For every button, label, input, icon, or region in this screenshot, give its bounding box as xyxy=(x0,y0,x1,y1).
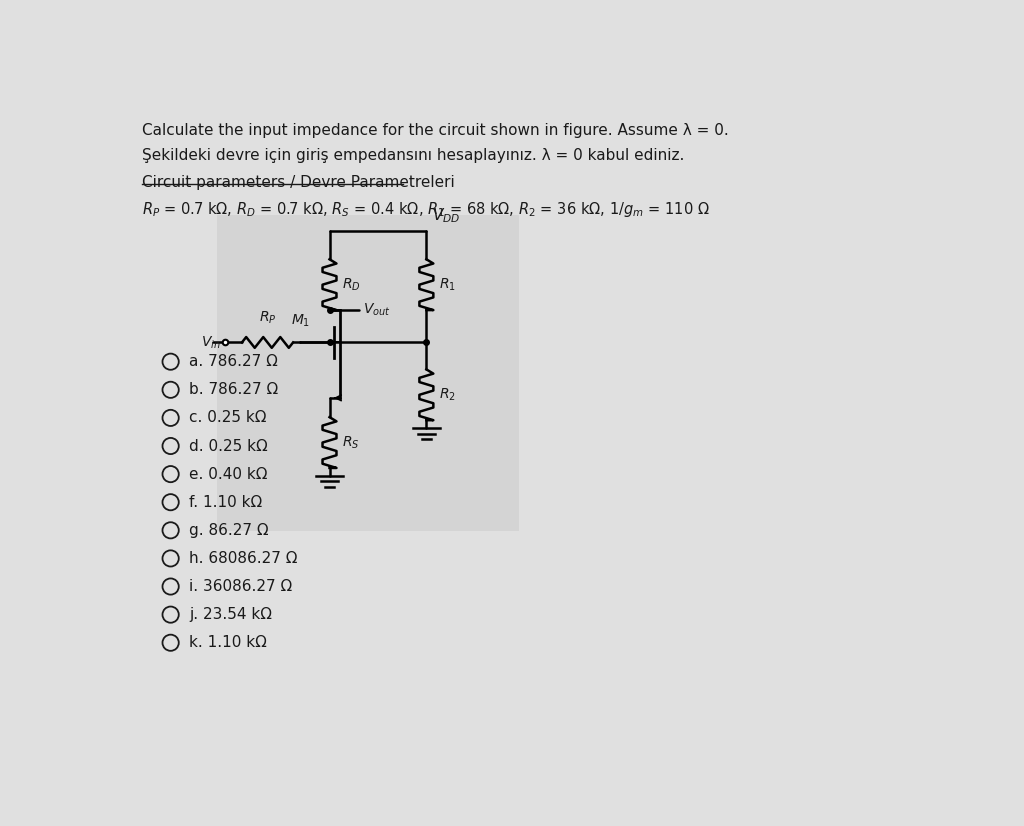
Text: d. 0.25 kΩ: d. 0.25 kΩ xyxy=(189,439,268,453)
Text: $R_S$: $R_S$ xyxy=(342,434,359,451)
Text: $M_1$: $M_1$ xyxy=(291,313,310,330)
Text: $R_P$: $R_P$ xyxy=(259,309,276,325)
Text: $R_1$: $R_1$ xyxy=(438,277,456,293)
Text: k. 1.10 kΩ: k. 1.10 kΩ xyxy=(189,635,267,650)
Text: $R_P$ = 0.7 k$\Omega$, $R_D$ = 0.7 k$\Omega$, $R_S$ = 0.4 k$\Omega$, $R_1$ = 68 : $R_P$ = 0.7 k$\Omega$, $R_D$ = 0.7 k$\Om… xyxy=(142,200,710,219)
Text: Şekildeki devre için giriş empedansını hesaplayınız. λ = 0 kabul ediniz.: Şekildeki devre için giriş empedansını h… xyxy=(142,149,684,164)
Text: Calculate the input impedance for the circuit shown in figure. Assume λ = 0.: Calculate the input impedance for the ci… xyxy=(142,123,729,138)
Text: $V_{DD}$: $V_{DD}$ xyxy=(432,206,460,225)
Text: Circuit parameters / Devre Parametreleri: Circuit parameters / Devre Parametreleri xyxy=(142,174,455,190)
Text: g. 86.27 Ω: g. 86.27 Ω xyxy=(189,523,269,538)
Text: i. 36086.27 Ω: i. 36086.27 Ω xyxy=(189,579,293,594)
Text: a. 786.27 Ω: a. 786.27 Ω xyxy=(189,354,279,369)
Text: e. 0.40 kΩ: e. 0.40 kΩ xyxy=(189,467,267,482)
Text: b. 786.27 Ω: b. 786.27 Ω xyxy=(189,382,279,397)
Text: $V_{out}$: $V_{out}$ xyxy=(362,301,390,318)
Text: $V_{in}$: $V_{in}$ xyxy=(201,335,220,351)
Text: c. 0.25 kΩ: c. 0.25 kΩ xyxy=(189,411,266,425)
Text: f. 1.10 kΩ: f. 1.10 kΩ xyxy=(189,495,262,510)
Text: j. 23.54 kΩ: j. 23.54 kΩ xyxy=(189,607,272,622)
Bar xyxy=(217,216,519,531)
Text: $R_D$: $R_D$ xyxy=(342,277,360,293)
Text: $R_2$: $R_2$ xyxy=(438,387,456,403)
Text: h. 68086.27 Ω: h. 68086.27 Ω xyxy=(189,551,298,566)
